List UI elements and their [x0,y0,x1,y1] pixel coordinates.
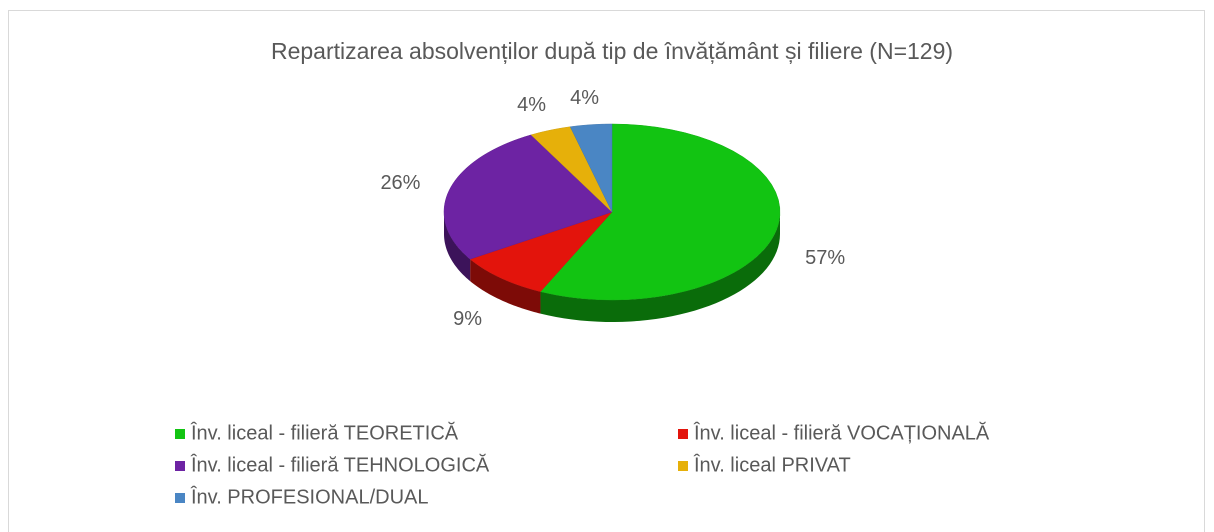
legend-label: Înv. PROFESIONAL/DUAL [190,485,428,508]
pie-side [470,259,541,314]
legend-marker [175,461,185,471]
data-label: 4% [517,94,546,116]
pie-slice [539,123,781,301]
pie-side [540,212,780,322]
data-label: 26% [380,172,420,194]
legend-marker [175,493,185,503]
pie-side [444,212,471,282]
data-label: 4% [570,87,599,109]
data-label: 57% [805,247,845,269]
pie: 57% 9% 26% 4% 4% [380,87,845,330]
legend: Înv. liceal - filieră TEORETICĂ Înv. lice… [175,421,990,508]
pie-slice [569,123,613,213]
legend-label: Înv. liceal - filieră TEORETICĂ [190,421,459,444]
legend-marker [175,429,185,439]
legend-marker [678,429,688,439]
pie-slice [469,211,613,292]
legend-label: Înv. liceal - filieră VOCAȚIONALĂ [693,421,990,444]
pie-slice [530,126,613,213]
data-label: 9% [453,308,482,330]
legend-label: Înv. liceal PRIVAT [693,453,851,476]
pie-slice [443,134,613,260]
chart-title: Repartizarea absolvenților după tip de î… [271,38,953,64]
legend-marker [678,461,688,471]
legend-label: Înv. liceal - filieră TEHNOLOGICĂ [190,453,490,476]
